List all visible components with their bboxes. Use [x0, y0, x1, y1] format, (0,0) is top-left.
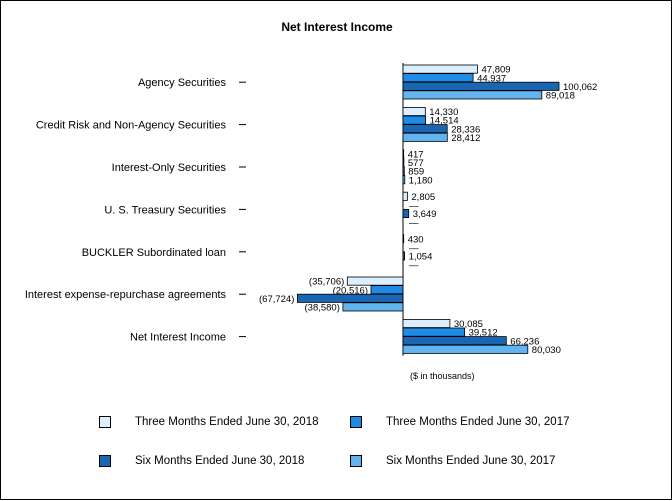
bar	[402, 115, 427, 125]
data-label: —	[409, 201, 419, 212]
data-label: —	[409, 260, 419, 271]
data-label: (38,580)	[305, 303, 340, 314]
bar	[370, 285, 404, 295]
category-label: Credit Risk and Non-Agency Securities	[36, 120, 227, 132]
bar	[402, 166, 405, 176]
category-label: Net Interest Income	[130, 332, 226, 344]
data-label: (35,706)	[309, 277, 344, 288]
data-label: 39,512	[469, 328, 498, 339]
bar	[402, 327, 465, 337]
data-label: 417	[408, 150, 424, 161]
data-label: —	[409, 218, 419, 229]
data-label: 14,514	[430, 116, 459, 127]
data-label: 66,236	[510, 336, 539, 347]
data-label: 28,412	[451, 133, 480, 144]
chart-title: Net Interest Income	[281, 20, 393, 34]
bar	[402, 175, 406, 185]
data-label: 44,937	[477, 73, 506, 84]
bar	[346, 276, 404, 286]
bar	[402, 344, 529, 354]
bar	[402, 208, 410, 218]
category-label: Agency Securities	[138, 77, 227, 89]
data-label: 430	[408, 234, 424, 245]
data-label: (67,724)	[259, 294, 294, 305]
bar	[402, 107, 426, 117]
bar	[402, 64, 478, 74]
bar	[402, 318, 451, 328]
data-label: 100,062	[563, 82, 597, 93]
data-label: 859	[408, 167, 424, 178]
bar	[296, 293, 404, 303]
data-label: 577	[408, 158, 424, 169]
bar	[402, 81, 560, 91]
bar	[402, 149, 405, 159]
category-label: U. S. Treasury Securities	[104, 204, 226, 216]
bar	[402, 90, 543, 100]
data-label: 89,018	[546, 91, 575, 102]
data-label: 28,336	[451, 124, 480, 135]
category-label: BUCKLER Subordinated loan	[82, 247, 226, 259]
bar	[402, 191, 408, 201]
bar	[402, 132, 448, 142]
data-label: 47,809	[482, 65, 511, 76]
data-label: 80,030	[532, 345, 561, 356]
category-label: Interest-Only Securities	[112, 162, 227, 174]
bar	[402, 251, 406, 261]
bar	[402, 336, 507, 346]
data-label: (20,516)	[333, 285, 368, 296]
bar	[402, 73, 474, 83]
bar	[402, 234, 405, 244]
data-label: 30,085	[454, 319, 483, 330]
data-label: —	[409, 243, 419, 254]
category-label: Interest expense-repurchase agreements	[25, 289, 227, 301]
bar	[342, 302, 404, 312]
data-label: 14,330	[429, 107, 458, 118]
data-label: 3,649	[413, 209, 437, 220]
bar	[402, 157, 405, 167]
data-label: 1,054	[409, 252, 433, 263]
units-note: ($ in thousands)	[410, 371, 475, 381]
data-label: 1,180	[409, 175, 433, 186]
data-label: 2,805	[411, 192, 435, 203]
bar	[402, 124, 448, 134]
